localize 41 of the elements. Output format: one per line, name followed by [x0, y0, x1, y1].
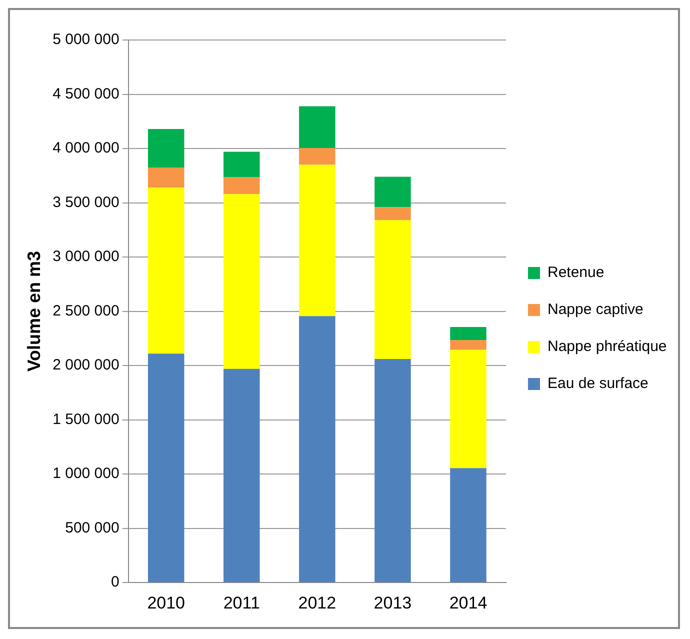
- x-tick-label: 2010: [147, 593, 186, 612]
- y-tick-label: 0: [110, 574, 120, 591]
- y-axis-title: Volume en m3: [24, 250, 44, 372]
- bar: [374, 359, 411, 582]
- bar: [224, 368, 260, 582]
- bar: [374, 207, 411, 220]
- y-tick-label: 3 500 000: [52, 194, 120, 211]
- bar: [299, 148, 336, 165]
- legend-label: Nappe phréatique: [548, 338, 667, 356]
- bar: [299, 316, 336, 582]
- bar: [450, 327, 486, 340]
- bar: [148, 128, 184, 168]
- bar: [450, 468, 486, 582]
- legend-label: Retenue: [548, 264, 604, 282]
- bar: [374, 176, 411, 208]
- x-tick-label: 2014: [449, 593, 488, 612]
- bar: [450, 350, 486, 468]
- y-tick-label: 5 000 000: [52, 31, 120, 48]
- y-tick-label: 1 500 000: [52, 410, 120, 428]
- bar: [148, 188, 184, 354]
- bar: [374, 220, 411, 360]
- bar: [299, 164, 336, 316]
- bar: [299, 106, 336, 148]
- x-tick-label: 2011: [223, 593, 260, 612]
- bar: [450, 340, 486, 350]
- y-tick-label: 3 000 000: [52, 248, 120, 266]
- x-tick-label: 2012: [298, 593, 336, 612]
- y-tick-label: 4 000 000: [52, 140, 120, 157]
- y-tick-label: 1 000 000: [52, 465, 120, 482]
- bar: [148, 168, 184, 188]
- legend-label: Eau de surface: [548, 375, 648, 392]
- bar: [224, 152, 260, 178]
- y-tick-label: 2 500 000: [52, 302, 120, 320]
- bar: [224, 194, 260, 369]
- y-tick-label: 2 000 000: [52, 356, 120, 374]
- bar: [148, 354, 184, 582]
- x-tick-label: 2013: [374, 593, 412, 612]
- y-tick-label: 500 000: [65, 519, 120, 536]
- bar: [224, 177, 260, 194]
- legend-label: Nappe captive: [548, 301, 644, 318]
- y-tick-label: 4 500 000: [52, 85, 120, 102]
